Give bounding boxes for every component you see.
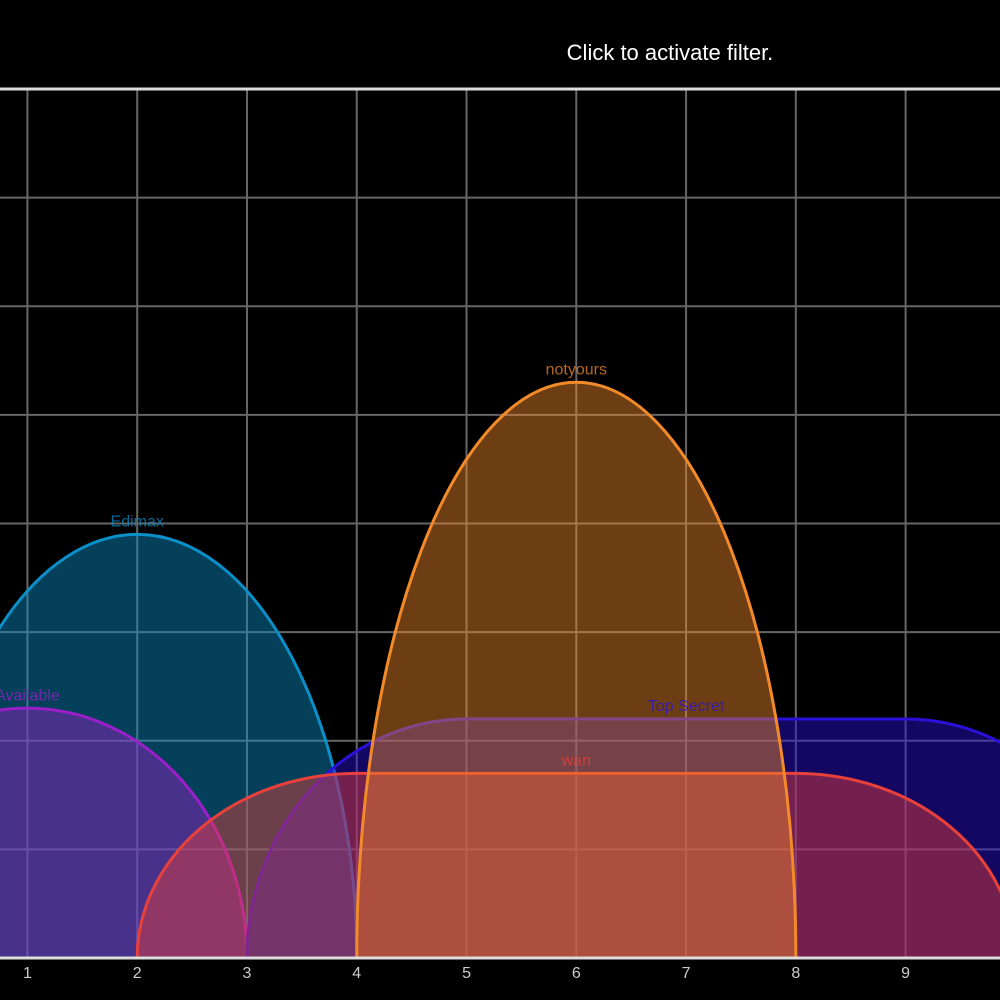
network-label: notyours: [546, 362, 607, 379]
x-tick-label: 1: [23, 965, 32, 982]
network-label: Edimax: [111, 514, 164, 531]
labels: 1 2 3 4 5 6 7 8 9 Edimax Available Top Secret wan not…: [0, 362, 910, 983]
x-tick-label: 7: [682, 965, 691, 982]
x-tick-label: 9: [901, 965, 910, 982]
network-label: Top Secret: [648, 698, 725, 715]
network-curve: [0, 706, 249, 960]
x-tick-label: 2: [133, 965, 142, 982]
network-curve: [245, 717, 1000, 960]
x-tick-label: 6: [572, 965, 581, 982]
network-curve: [355, 380, 798, 960]
network-curve: [135, 771, 1000, 960]
x-tick-label: 4: [352, 965, 361, 982]
filter-hint[interactable]: Click to activate filter.: [567, 40, 774, 65]
networks: [0, 380, 1000, 960]
x-tick-label: 3: [243, 965, 252, 982]
x-tick-label: 5: [462, 965, 471, 982]
x-tick-label: 8: [791, 965, 800, 982]
network-label: wan: [561, 753, 591, 770]
network-label: Available: [0, 687, 60, 704]
